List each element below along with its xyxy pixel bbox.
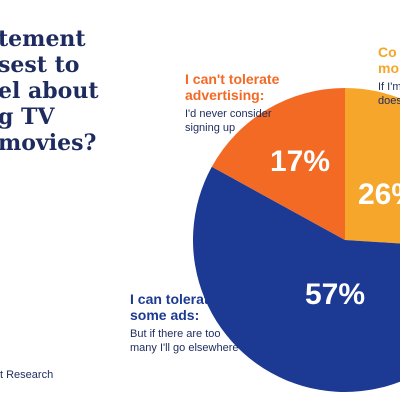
title-line: movies? <box>0 130 96 156</box>
title-line: sest to <box>0 52 79 78</box>
legend-heading: advertising: <box>185 87 264 103</box>
title-line: g TV <box>0 104 55 130</box>
legend-body: If I'm <box>378 81 400 93</box>
legend-body: I'd never consider <box>185 108 272 120</box>
pie-slice <box>211 88 345 240</box>
legend-heading: some ads: <box>130 307 199 323</box>
pie-slice <box>193 166 400 392</box>
legend-body: does <box>378 95 400 107</box>
legend-heading: mo <box>378 60 399 76</box>
legend-heading: Co <box>378 44 397 60</box>
slice-label: 26% <box>358 178 400 211</box>
source: t Research <box>0 369 53 381</box>
title-line: el about <box>0 78 99 104</box>
slice-label: 57% <box>305 278 365 311</box>
legend-body: But if there are too <box>130 328 221 340</box>
title-line: tement <box>0 26 86 52</box>
legend-heading: I can tolerate <box>130 291 217 307</box>
pie-slice <box>345 88 400 244</box>
legend-body: signing up <box>185 122 235 134</box>
legend-body: many I'll go elsewhere <box>130 342 239 354</box>
slice-label: 17% <box>270 145 330 178</box>
legend-heading: I can't tolerate <box>185 71 280 87</box>
